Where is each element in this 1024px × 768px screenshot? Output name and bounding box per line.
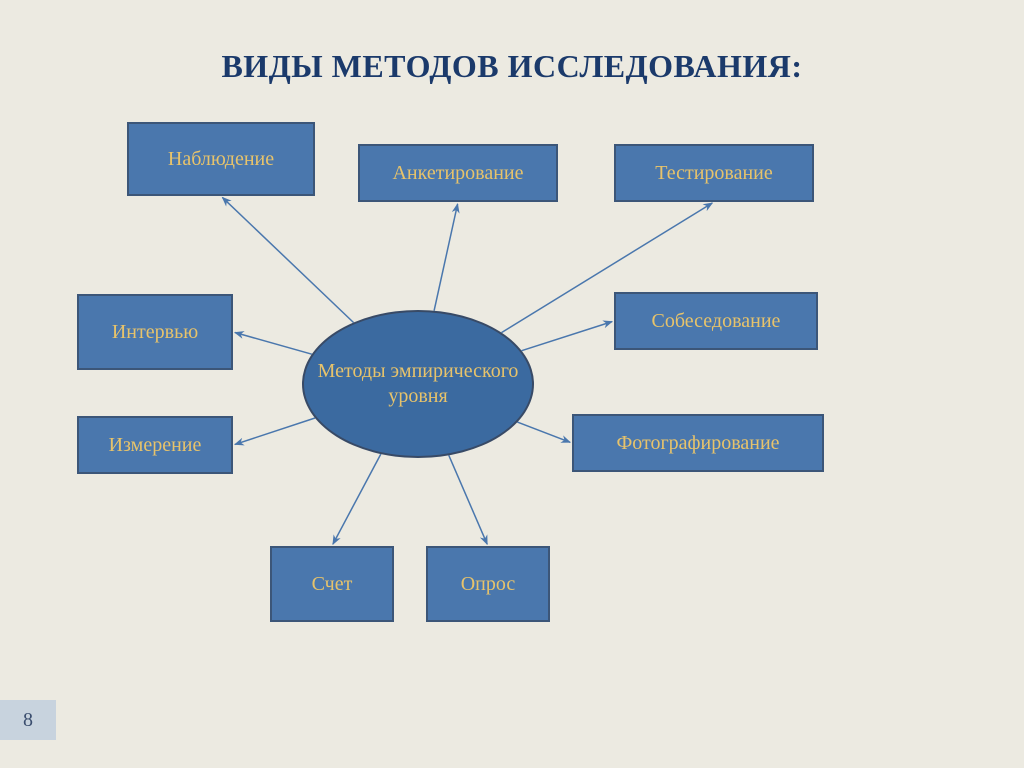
node-label: Анкетирование (392, 161, 523, 185)
arrow-survey (449, 455, 487, 544)
node-label: Счет (312, 572, 353, 596)
node-conversation: Собеседование (614, 292, 818, 350)
slide-title: ВИДЫ МЕТОДОВ ИССЛЕДОВАНИЯ: (0, 48, 1024, 85)
slide: ВИДЫ МЕТОДОВ ИССЛЕДОВАНИЯ: Методы эмпири… (0, 0, 1024, 768)
arrow-interview (235, 333, 312, 355)
arrow-observation (222, 197, 353, 322)
arrow-count (333, 454, 381, 544)
node-label: Тестирование (655, 161, 773, 185)
node-photography: Фотографирование (572, 414, 824, 472)
node-questionnaire: Анкетирование (358, 144, 558, 202)
center-node-label: Методы эмпирического уровня (316, 359, 520, 409)
node-label: Измерение (109, 433, 202, 457)
arrow-measurement (235, 418, 315, 444)
center-node: Методы эмпирического уровня (302, 310, 534, 458)
node-observation: Наблюдение (127, 122, 315, 196)
arrow-questionnaire (434, 204, 458, 311)
node-testing: Тестирование (614, 144, 814, 202)
node-label: Фотографирование (616, 431, 779, 455)
node-label: Собеседование (652, 309, 781, 333)
page-number: 8 (0, 700, 56, 740)
node-count: Счет (270, 546, 394, 622)
node-survey: Опрос (426, 546, 550, 622)
node-label: Наблюдение (168, 147, 274, 171)
node-label: Интервью (112, 320, 198, 344)
arrow-photography (517, 422, 570, 442)
arrow-conversation (522, 322, 613, 351)
node-label: Опрос (461, 572, 516, 596)
node-interview: Интервью (77, 294, 233, 370)
node-measurement: Измерение (77, 416, 233, 474)
